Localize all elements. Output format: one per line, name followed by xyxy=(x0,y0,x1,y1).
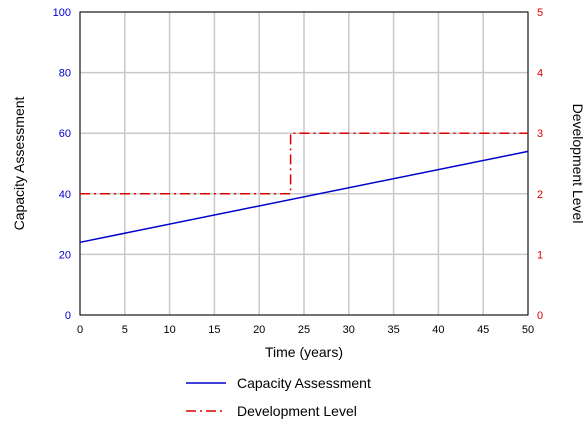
left-y-tick-label: 0 xyxy=(65,310,71,322)
x-tick-label: 5 xyxy=(122,324,128,336)
x-tick-label: 40 xyxy=(432,324,444,336)
x-tick-label: 30 xyxy=(343,324,355,336)
right-y-tick-label: 0 xyxy=(537,310,543,322)
right-y-tick-label: 3 xyxy=(537,128,543,140)
x-tick-label: 35 xyxy=(387,324,399,336)
x-axis-title: Time (years) xyxy=(265,344,343,360)
legend-label-capacity-assessment: Capacity Assessment xyxy=(237,375,371,391)
x-tick-label: 25 xyxy=(298,324,310,336)
right-y-tick-label: 1 xyxy=(537,249,543,261)
left-y-axis-title: Capacity Assessment xyxy=(11,96,27,230)
x-tick-label: 45 xyxy=(477,324,489,336)
x-tick-label: 20 xyxy=(253,324,265,336)
x-axis-ticks: 0 5 10 15 20 25 30 35 40 45 50 xyxy=(77,324,534,336)
left-y-tick-label: 60 xyxy=(59,128,71,140)
series-line-development-level xyxy=(80,132,528,195)
legend-label-development-level: Development Level xyxy=(237,403,357,419)
series-layer xyxy=(79,132,529,244)
right-y-axis-title: Development Level xyxy=(570,104,586,224)
right-y-tick-label: 4 xyxy=(537,68,543,80)
left-y-axis-ticks: 0 20 40 60 80 100 xyxy=(53,7,71,322)
plot-area-frame xyxy=(79,11,529,316)
series-line-capacity-assessment xyxy=(79,150,529,244)
left-y-tick-label: 80 xyxy=(59,68,71,80)
x-tick-label: 15 xyxy=(208,324,220,336)
x-tick-label: 50 xyxy=(522,324,534,336)
x-tick-label: 0 xyxy=(77,324,83,336)
right-y-tick-label: 5 xyxy=(537,7,543,19)
grid-lines xyxy=(79,11,529,316)
left-y-tick-label: 40 xyxy=(59,189,71,201)
x-tick-label: 10 xyxy=(163,324,175,336)
left-y-tick-label: 100 xyxy=(53,7,71,19)
left-y-tick-label: 20 xyxy=(59,249,71,261)
right-y-tick-label: 2 xyxy=(537,189,543,201)
legend: Capacity Assessment Development Level xyxy=(186,375,371,419)
right-y-axis-ticks: 0 1 2 3 4 5 xyxy=(537,7,543,322)
